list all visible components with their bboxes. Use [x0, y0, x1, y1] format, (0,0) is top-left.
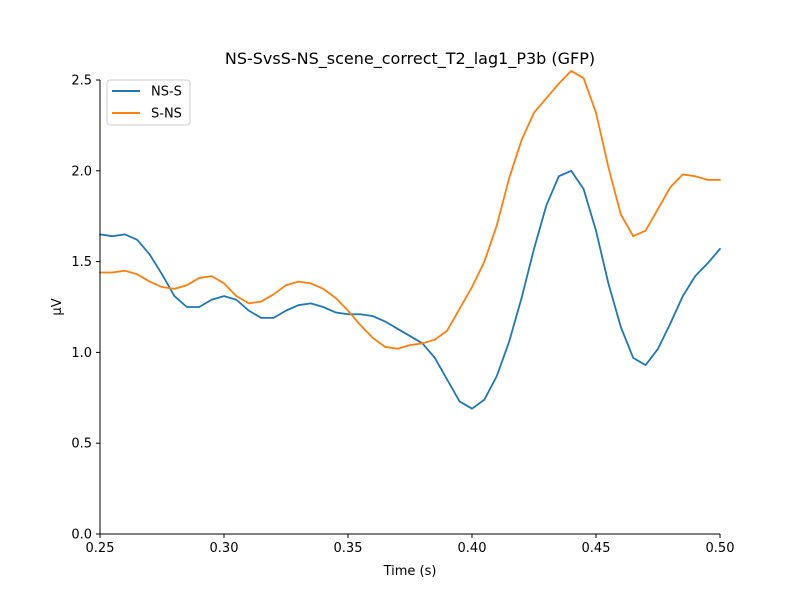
axes: [99, 80, 720, 535]
x-tick-label: 0.50: [706, 541, 735, 556]
y-tick-label: 1.0: [71, 346, 92, 361]
x-tick-label: 0.30: [210, 541, 239, 556]
series-line-ns-s: [99, 169, 721, 410]
x-tick-label: 0.45: [582, 541, 611, 556]
legend: NS-S S-NS: [106, 79, 191, 126]
y-tick-label: 2.0: [71, 164, 92, 179]
y-tick-label: 2.5: [71, 74, 92, 89]
y-ticks: 0.0 0.5 1.0 1.5 2.0 2.5: [71, 74, 100, 543]
x-tick-label: 0.40: [458, 541, 487, 556]
legend-label: S-NS: [151, 107, 182, 122]
y-tick-label: 0.0: [71, 528, 92, 543]
series-line-s-ns: [99, 70, 721, 350]
legend-label: NS-S: [151, 85, 182, 100]
x-axis-title: Time (s): [383, 564, 437, 579]
x-ticks: 0.25 0.30 0.35 0.40 0.45 0.50: [86, 534, 735, 556]
y-tick-label: 0.5: [71, 437, 92, 452]
x-tick-label: 0.25: [86, 541, 115, 556]
y-axis-title: µV: [50, 298, 65, 315]
plot-area: [99, 70, 721, 410]
x-tick-label: 0.35: [334, 541, 363, 556]
y-tick-label: 1.5: [71, 255, 92, 270]
chart-title: NS-SvsS-NS_scene_correct_T2_lag1_P3b (GF…: [225, 49, 595, 69]
